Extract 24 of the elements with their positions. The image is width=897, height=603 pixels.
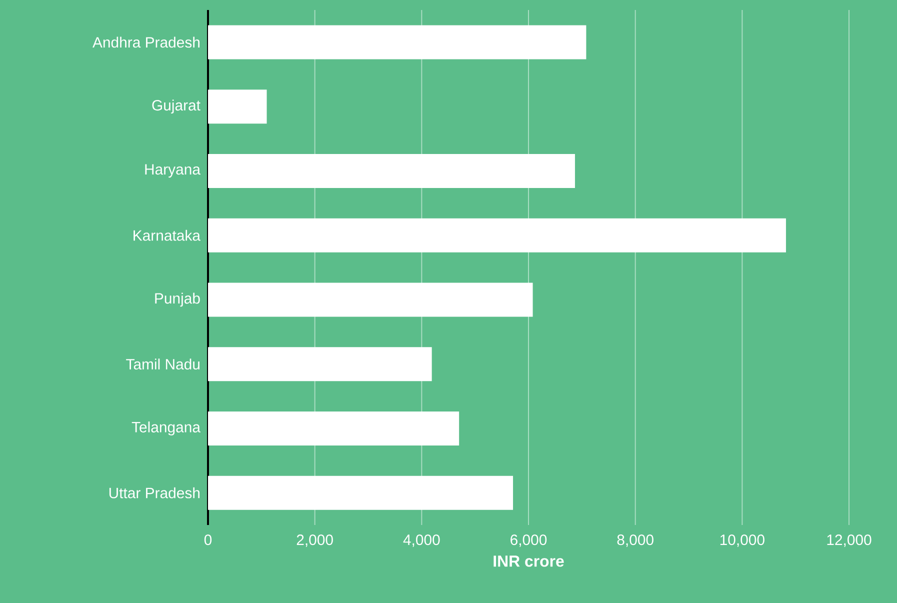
y-tick-label: Telangana: [132, 421, 200, 436]
y-tick-label: Andhra Pradesh: [92, 36, 200, 48]
bar: [208, 154, 575, 188]
y-tick-label: Karnataka: [134, 230, 200, 241]
x-tick-label: 10,000: [720, 534, 764, 547]
x-tick-label: 12,000: [827, 534, 872, 547]
bar: [208, 411, 460, 446]
bar: [208, 347, 432, 382]
x-tick-label: 0: [204, 534, 212, 546]
y-tick-label: Tamil Nadu: [126, 358, 200, 370]
x-tick-label: 6,000: [510, 534, 547, 547]
bar: [208, 25, 586, 60]
y-tick-label: Uttar Pradesh: [109, 487, 200, 498]
bar: [208, 282, 533, 317]
x-tick-label: 2,000: [296, 534, 333, 547]
bar: [208, 476, 514, 510]
y-tick-label: Gujarat: [152, 100, 200, 114]
x-tick-label: 4,000: [403, 534, 440, 547]
x-tick-label: 8,000: [617, 534, 654, 547]
y-tick-label: Punjab: [155, 292, 200, 307]
bar: [208, 90, 267, 124]
x-axis-title: INR crore: [494, 556, 564, 567]
y-tick-label: Haryana: [145, 164, 200, 178]
bar: [208, 218, 786, 252]
